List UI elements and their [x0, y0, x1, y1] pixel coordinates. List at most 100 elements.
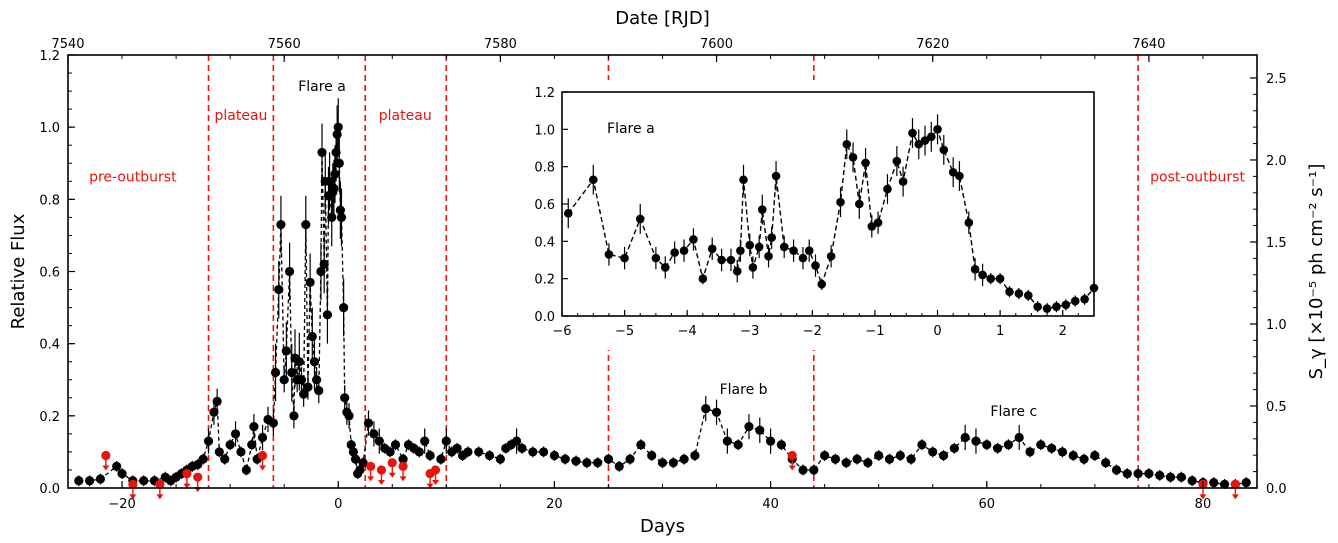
- main-data-point-114: [647, 450, 657, 461]
- inset-data-point-43: [920, 136, 930, 145]
- main-data-point-167: [1219, 479, 1230, 489]
- main-data-point-135: [874, 450, 884, 461]
- main-data-point-157: [1111, 465, 1122, 475]
- main-data-point-61: [330, 169, 340, 179]
- main-data-point-105: [549, 450, 560, 461]
- inset-data-point-47: [948, 167, 958, 177]
- main-data-point-160: [1144, 468, 1154, 479]
- inset-data-point-12: [717, 255, 726, 265]
- inset-data-point-4: [635, 214, 645, 224]
- inset-data-point-38: [883, 184, 892, 194]
- inset-data-point-56: [1023, 291, 1033, 300]
- main-data-point-78: [363, 418, 374, 428]
- upper-limit-point-0: [101, 450, 111, 461]
- inset-data-point-9: [689, 235, 698, 244]
- upper-limit-arrow-12: [788, 465, 796, 471]
- main-data-point-163: [1176, 472, 1186, 482]
- inset-data-point-33: [848, 153, 858, 162]
- main-data-point-18: [212, 396, 222, 406]
- main-data-point-164: [1187, 476, 1197, 486]
- main-data-point-148: [1014, 432, 1024, 443]
- main-data-point-131: [830, 454, 841, 464]
- main-data-point-72: [346, 440, 356, 450]
- main-data-point-125: [765, 436, 776, 446]
- upper-limit-arrow-6: [367, 476, 375, 482]
- main-data-point-49: [312, 375, 322, 385]
- main-data-point-82: [385, 447, 395, 457]
- inset-data-point-62: [1080, 294, 1089, 304]
- main-data-point-140: [928, 447, 938, 457]
- main-data-point-153: [1068, 450, 1078, 461]
- upper-limit-arrow-1: [129, 494, 137, 500]
- x-tick-label-1: 0: [334, 497, 342, 512]
- main-data-point-66: [335, 205, 345, 215]
- main-data-point-115: [657, 458, 668, 468]
- main-data-point-159: [1133, 468, 1143, 479]
- right-tick-label-0: 0.0: [1266, 482, 1287, 497]
- main-data-point-124: [755, 425, 765, 435]
- inset-data-point-49: [964, 218, 974, 227]
- main-data-point-74: [350, 454, 361, 464]
- main-data-point-122: [733, 440, 743, 450]
- right-tick-label-4: 2.0: [1266, 154, 1287, 169]
- inset-series-line: [567, 127, 1095, 310]
- upper-limit-point-9: [398, 461, 408, 471]
- main-data-point-103: [528, 447, 538, 457]
- main-data-point-145: [982, 440, 992, 450]
- inset-data-point-29: [817, 279, 827, 289]
- top-tick-label-2: 7580: [484, 37, 517, 52]
- inset-x-tick-label-8: 2: [1059, 324, 1067, 339]
- x-tick-label-3: 40: [762, 497, 779, 512]
- top-tick-label-5: 7640: [1132, 37, 1165, 52]
- inset-x-tick-label-2: −4: [678, 324, 697, 339]
- main-data-point-143: [960, 432, 970, 443]
- main-data-point-69: [340, 393, 350, 403]
- main-data-point-117: [679, 454, 689, 464]
- inset-data-point-25: [789, 246, 798, 255]
- upper-limit-arrow-3: [183, 483, 191, 489]
- main-data-point-77: [358, 458, 368, 468]
- annotation-5: Flare b: [720, 382, 768, 398]
- upper-limit-point-14: [1230, 479, 1240, 489]
- main-data-point-52: [317, 147, 327, 158]
- inset-data-point-30: [826, 251, 836, 261]
- main-data-point-51: [316, 266, 326, 277]
- main-data-point-89: [425, 450, 435, 461]
- main-data-point-84: [398, 454, 408, 464]
- main-data-point-25: [247, 440, 257, 450]
- main-data-point-28: [257, 432, 268, 443]
- inset-data-point-19: [754, 242, 764, 252]
- inset-data-point-60: [1061, 300, 1071, 310]
- main-data-point-4: [117, 468, 127, 479]
- main-data-point-106: [560, 454, 570, 464]
- inset-y-tick-label-4: 0.8: [534, 161, 555, 176]
- main-data-point-68: [339, 302, 349, 313]
- inset-x-tick-label-6: 0: [933, 324, 941, 339]
- right-tick-label-2: 1.0: [1266, 318, 1287, 333]
- main-data-point-55: [322, 310, 333, 320]
- inset-data-point-37: [873, 218, 883, 227]
- annotation-4: Flare a: [298, 79, 346, 95]
- inset-background: [514, 80, 1106, 350]
- inset-data-point-57: [1033, 302, 1042, 311]
- upper-limit-arrow-5: [259, 465, 267, 471]
- inset-data-point-52: [986, 274, 996, 283]
- inset-data-point-41: [908, 128, 917, 138]
- main-data-point-3: [112, 461, 122, 471]
- main-data-point-147: [1003, 440, 1013, 450]
- upper-limit-point-2: [155, 479, 165, 489]
- inset-data-point-42: [914, 139, 924, 149]
- inset-data-point-54: [1005, 287, 1014, 297]
- top-tick-label-3: 7600: [700, 37, 733, 52]
- right-tick-label-1: 0.5: [1266, 400, 1287, 415]
- main-data-point-110: [603, 454, 614, 464]
- inset-data-point-0: [563, 209, 573, 218]
- y-axis-label: Relative Flux: [8, 213, 29, 329]
- inset-data-point-24: [779, 242, 789, 252]
- x-tick-label-4: 60: [978, 497, 995, 512]
- inset-x-tick-label-3: −3: [740, 324, 759, 339]
- main-data-point-43: [299, 389, 309, 399]
